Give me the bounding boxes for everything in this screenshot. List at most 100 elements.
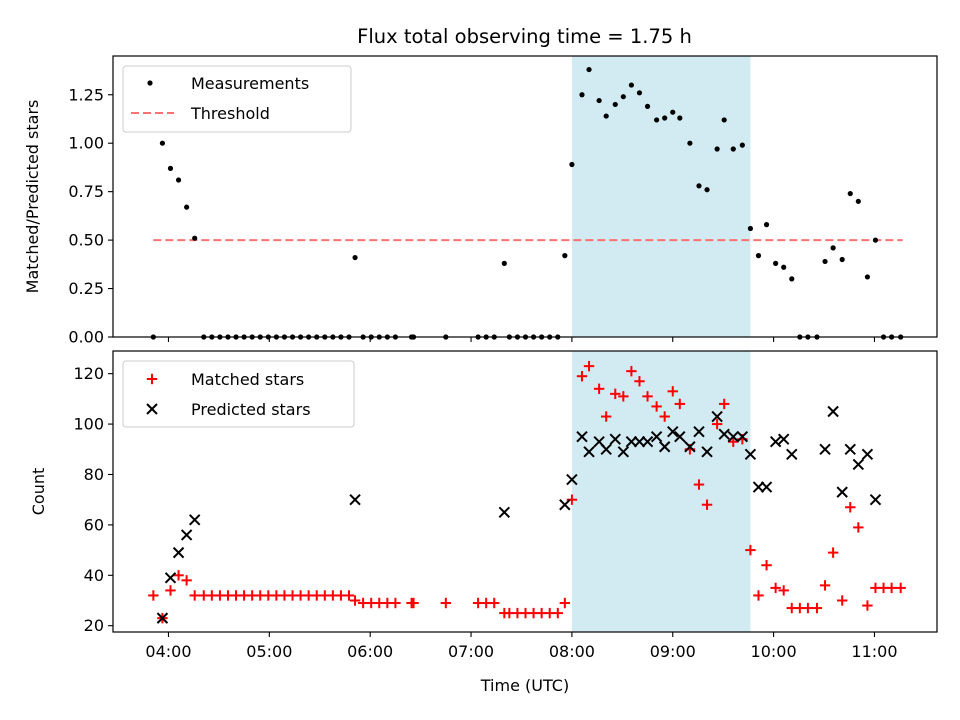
top-legend-box — [122, 65, 352, 133]
bottom-highlight-span — [571, 351, 751, 632]
matched-star-point — [886, 582, 897, 594]
matched-star-point — [853, 522, 864, 533]
bottom-y-tick-label: 80 — [84, 465, 104, 484]
predicted-star-point — [617, 446, 630, 458]
predicted-star-point — [786, 448, 798, 461]
matched-star-point — [408, 597, 419, 609]
predicted-star-point — [827, 405, 839, 418]
top-y-tick-label: 1.00 — [68, 134, 104, 153]
matched-star-point — [593, 383, 605, 395]
matched-star-point — [761, 560, 772, 571]
predicted-star-point — [684, 441, 696, 453]
top-span-rect — [571, 56, 751, 337]
predicted-star-point — [650, 430, 663, 443]
x-tick-label: 09:00 — [650, 642, 696, 661]
matched-star-point — [745, 544, 756, 556]
bottom-panel: 20 40 60 80 100 120 04:00 05:00 06:00 07:00 08:00… — [29, 350, 938, 695]
top-y-axis-label: Matched/Predicted stars — [23, 100, 42, 294]
bottom-y-axis-ticks: 20 40 60 80 100 120 — [73, 364, 113, 635]
top-y-tick-label: 0.50 — [68, 231, 104, 250]
predicted-star-point — [844, 443, 856, 455]
matched-star-point — [778, 585, 789, 596]
x-axis-label: Time (UTC) — [480, 676, 569, 695]
measurement-point — [620, 94, 626, 100]
bottom-y-axis-label: Count — [29, 468, 48, 516]
top-y-tick-label: 0.00 — [68, 328, 104, 347]
measurement-point — [184, 204, 190, 210]
matched-star-point — [489, 597, 500, 609]
measurement-point — [352, 254, 358, 261]
measurement-point — [579, 92, 585, 98]
matched-star-point — [559, 597, 571, 609]
predicted-star-point — [769, 436, 782, 448]
matched-star-point — [845, 502, 856, 513]
x-tick-label: 06:00 — [347, 642, 393, 661]
matched-star-point — [667, 386, 678, 397]
predicted-star-point — [559, 499, 571, 511]
bottom-legend: Matched stars Predicted stars — [122, 360, 355, 428]
top-panel: 0.00 0.25 0.50 0.75 1.00 1.25 Matched/Predict… — [23, 55, 938, 347]
threshold-legend-label: Threshold — [190, 104, 270, 123]
predicted-star-point — [836, 486, 848, 498]
matched-star-point — [753, 590, 764, 601]
predicted-star-point — [566, 473, 578, 486]
measurement-point — [714, 146, 720, 152]
measurement-point — [747, 225, 754, 232]
top-y-tick-label: 1.25 — [68, 85, 104, 104]
measurement-point — [562, 253, 568, 259]
matched-star-point — [618, 391, 629, 402]
matched-star-point — [173, 570, 184, 581]
measurement-point — [855, 198, 861, 204]
matched-star-point — [711, 418, 723, 430]
predicted-star-point — [693, 425, 705, 438]
matched-star-point — [693, 479, 705, 490]
measurement-point — [628, 82, 635, 88]
predicted-star-point — [156, 612, 169, 624]
measurement-point — [763, 222, 770, 228]
matched-legend-plus — [146, 373, 158, 385]
x-tick-label: 07:00 — [448, 642, 494, 661]
measurement-point — [789, 276, 795, 282]
measurement-point — [603, 113, 609, 119]
chart-title: Flux total observing time = 1.75 h — [357, 25, 692, 48]
matched-star-point — [566, 494, 578, 505]
measurements-series — [150, 66, 904, 340]
predicted-star-point — [718, 428, 730, 440]
measurement-point — [721, 117, 727, 123]
measurement-point — [839, 256, 845, 263]
predicted-star-point — [861, 448, 874, 461]
measurement-point — [501, 260, 507, 266]
measurement-point — [586, 66, 592, 73]
predicted-star-point — [777, 433, 790, 445]
measurement-point — [755, 253, 762, 259]
matched-star-point — [552, 607, 563, 619]
predicted-star-point — [609, 433, 621, 445]
matched-star-point — [770, 582, 781, 594]
bottom-legend-box — [122, 360, 355, 428]
measurement-point — [654, 117, 660, 123]
matched-star-point — [189, 590, 200, 601]
matched-star-point — [862, 600, 873, 611]
matched-stars-series — [148, 360, 906, 624]
matched-star-point — [827, 547, 839, 558]
measurement-point — [730, 146, 736, 152]
measurement-point — [596, 97, 602, 104]
matched-star-point — [718, 398, 730, 410]
matched-star-point — [642, 391, 653, 402]
measurement-point — [662, 115, 668, 121]
matched-star-point — [674, 398, 686, 410]
measurement-point — [696, 183, 702, 189]
matched-star-point — [600, 411, 612, 422]
predicted-star-point — [600, 443, 612, 455]
x-tick-label: 04:00 — [145, 642, 191, 661]
predicted-star-point — [701, 446, 713, 458]
bottom-y-tick-label: 60 — [84, 515, 104, 534]
x-tick-label: 10:00 — [751, 642, 797, 661]
measurement-point — [670, 109, 676, 115]
top-legend: Measurements Threshold — [122, 65, 352, 133]
measurements-legend-label: Measurements — [191, 74, 309, 93]
predicted-star-point — [180, 529, 193, 541]
measurement-point — [159, 140, 166, 146]
measurement-point — [644, 103, 651, 109]
